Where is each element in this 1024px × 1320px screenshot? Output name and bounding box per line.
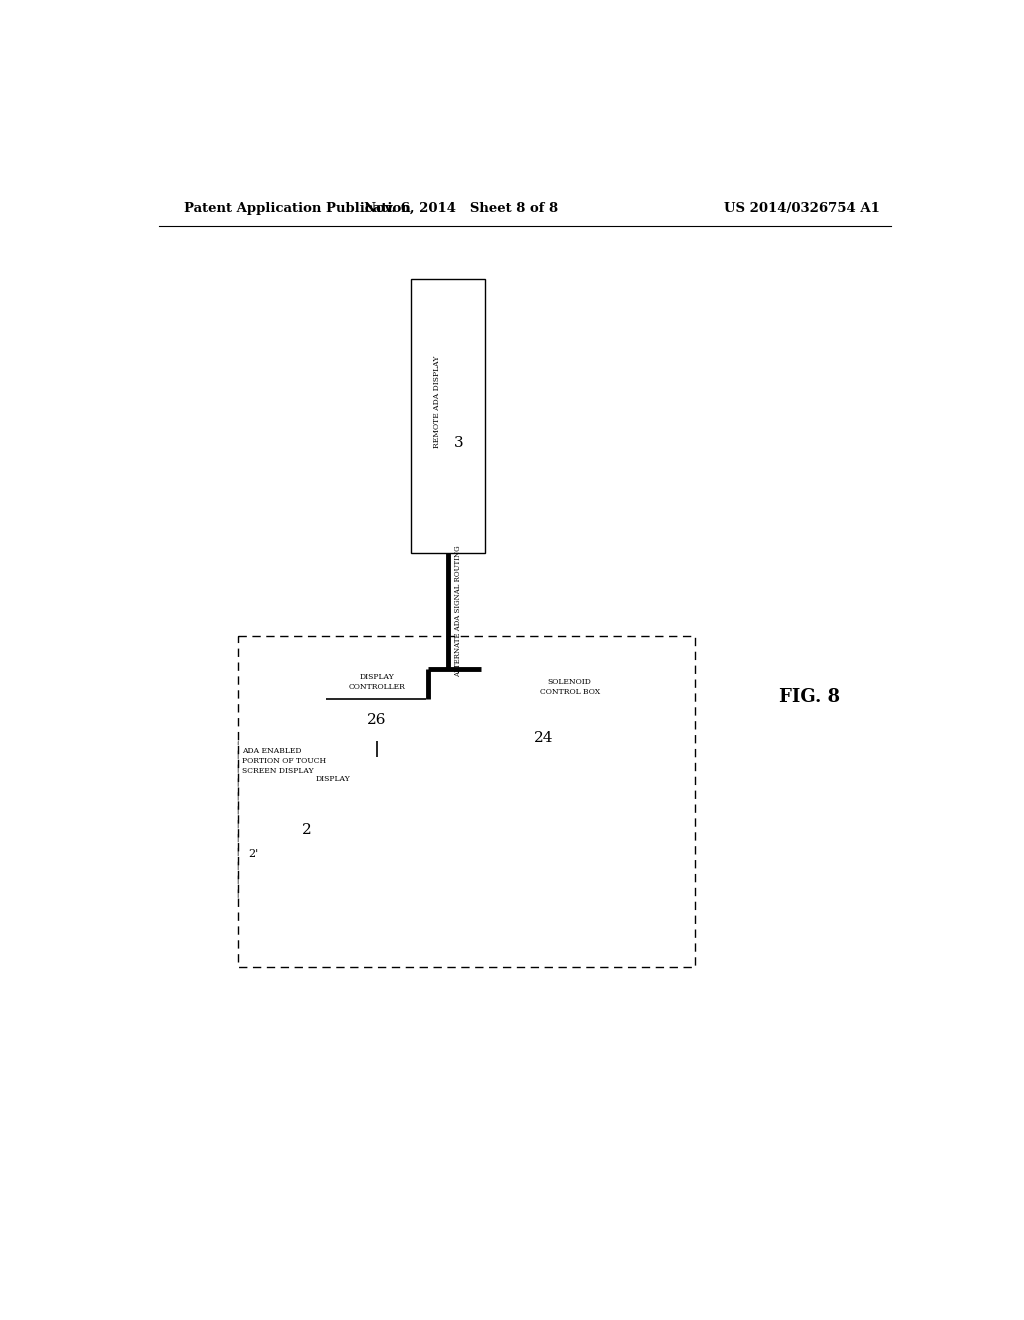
Text: 3: 3: [454, 437, 464, 450]
Bar: [238, 742, 430, 899]
Text: Nov. 6, 2014   Sheet 8 of 8: Nov. 6, 2014 Sheet 8 of 8: [365, 202, 558, 215]
Text: 26: 26: [367, 713, 386, 727]
Text: DISPLAY: DISPLAY: [315, 775, 350, 783]
Text: US 2014/0326754 A1: US 2014/0326754 A1: [724, 202, 881, 215]
Text: SOLENOID
CONTROL BOX: SOLENOID CONTROL BOX: [540, 677, 600, 696]
Text: FIG. 8: FIG. 8: [779, 689, 841, 706]
Bar: [411, 280, 484, 553]
Text: 24: 24: [534, 731, 553, 746]
Bar: [326, 657, 428, 741]
Text: 2': 2': [248, 849, 258, 859]
Text: 2: 2: [302, 824, 312, 837]
Text: ALTERNATE ADA SIGNAL ROUTING: ALTERNATE ADA SIGNAL ROUTING: [454, 545, 462, 677]
Text: ADA ENABLED
PORTION OF TOUCH
SCREEN DISPLAY: ADA ENABLED PORTION OF TOUCH SCREEN DISP…: [242, 747, 326, 775]
Text: DISPLAY
CONTROLLER: DISPLAY CONTROLLER: [348, 673, 406, 692]
Bar: [481, 649, 658, 774]
Bar: [238, 636, 695, 966]
Text: Patent Application Publication: Patent Application Publication: [183, 202, 411, 215]
Text: REMOTE ADA DISPLAY: REMOTE ADA DISPLAY: [433, 356, 440, 449]
Bar: [256, 758, 426, 879]
